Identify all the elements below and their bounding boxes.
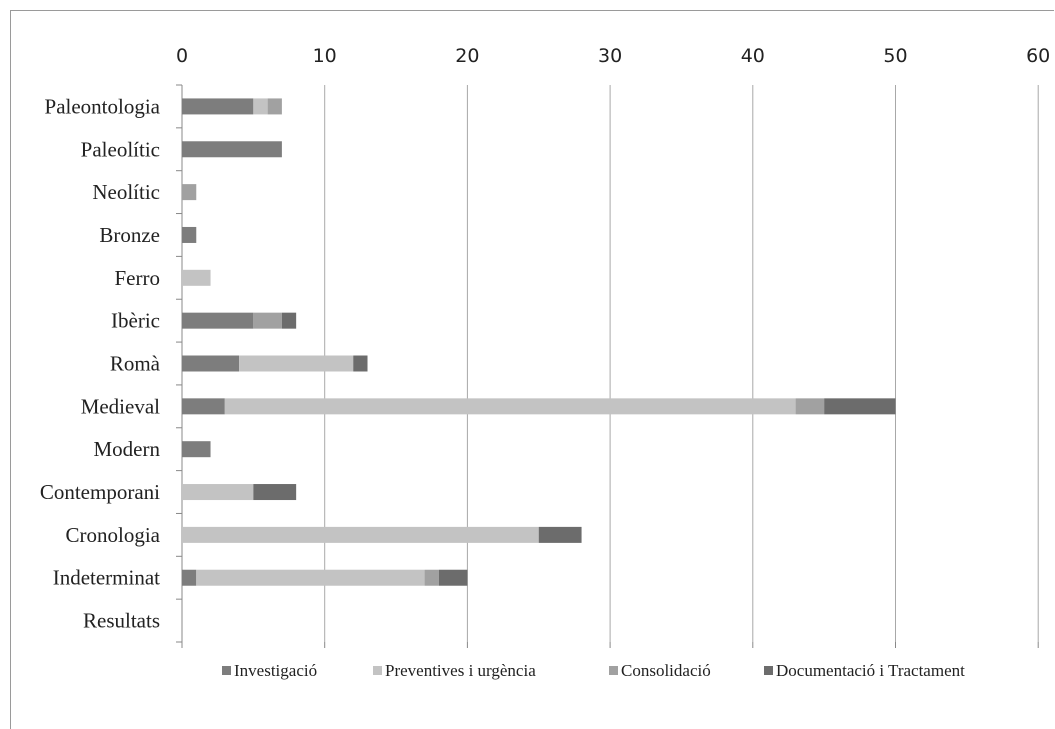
bar-11-series-2: [424, 569, 439, 586]
bar-6-series-1: [239, 355, 354, 372]
bar-0-series-2: [267, 98, 282, 115]
category-label-6: Romà: [110, 352, 161, 376]
category-label-10: Cronologia: [66, 523, 161, 547]
x-tick-label-20: 20: [455, 45, 479, 67]
bar-7-series-3: [824, 398, 896, 415]
legend-label-1: Preventives i urgència: [385, 661, 536, 680]
x-tick-label-10: 10: [313, 45, 337, 67]
category-label-7: Medieval: [81, 394, 160, 418]
bar-10-series-1: [182, 526, 539, 543]
x-tick-label-30: 30: [598, 45, 622, 67]
bar-0-series-1: [253, 98, 268, 115]
category-label-9: Contemporani: [40, 480, 160, 504]
x-tick-label-0: 0: [176, 45, 188, 67]
bar-11-series-3: [438, 569, 468, 586]
bar-5-series-0: [182, 312, 254, 329]
bar-0-series-0: [182, 98, 254, 115]
bar-9-series-1: [182, 484, 254, 501]
legend-label-2: Consolidació: [621, 661, 711, 680]
category-label-11: Indeterminat: [53, 566, 160, 590]
x-tick-label-60: 60: [1026, 45, 1050, 67]
category-label-12: Resultats: [83, 609, 160, 633]
legend-swatch-0: [222, 666, 231, 675]
legend-swatch-1: [373, 666, 382, 675]
category-label-4: Ferro: [115, 266, 161, 290]
bar-2-series-2: [182, 184, 197, 201]
bar-11-series-0: [182, 569, 197, 586]
category-label-0: Paleontologia: [45, 94, 161, 118]
bar-5-series-3: [281, 312, 297, 329]
bar-10-series-3: [538, 526, 582, 543]
bar-5-series-2: [253, 312, 282, 329]
bar-6-series-0: [182, 355, 240, 372]
category-label-1: Paleolític: [81, 137, 160, 161]
category-label-2: Neolític: [92, 180, 160, 204]
bar-9-series-3: [253, 484, 297, 501]
bar-3-series-0: [182, 226, 197, 243]
x-tick-label-50: 50: [883, 45, 907, 67]
legend-label-0: Investigació: [234, 661, 317, 680]
bar-7-series-0: [182, 398, 225, 415]
bar-7-series-1: [224, 398, 796, 415]
chart-frame: [10, 10, 1054, 729]
bar-8-series-0: [182, 441, 211, 458]
legend-label-3: Documentació i Tractament: [776, 661, 965, 680]
legend-swatch-3: [764, 666, 773, 675]
legend-swatch-2: [609, 666, 618, 675]
bar-7-series-2: [795, 398, 825, 415]
x-tick-label-40: 40: [741, 45, 765, 67]
bar-1-series-0: [182, 141, 282, 158]
bar-11-series-1: [196, 569, 425, 586]
bar-4-series-1: [182, 269, 211, 286]
category-label-5: Ibèric: [111, 309, 160, 333]
category-label-3: Bronze: [99, 223, 160, 247]
category-label-8: Modern: [94, 437, 161, 461]
bar-6-series-3: [353, 355, 368, 372]
